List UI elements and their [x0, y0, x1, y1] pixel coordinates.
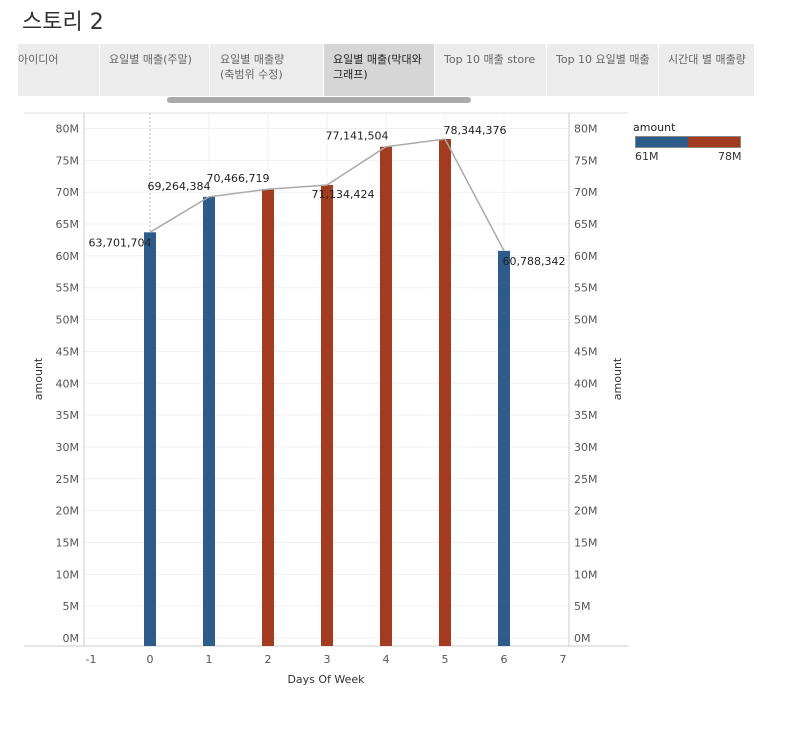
tab-hourly-sales[interactable]: 시간대 별 매출량: [668, 53, 746, 66]
y-tick-label-left: 20M: [56, 505, 80, 518]
y-tick-label-left: 10M: [56, 568, 80, 581]
y-tick-label-right: 70M: [574, 186, 598, 199]
data-label: 63,701,704: [89, 236, 152, 249]
x-axis-title: Days Of Week: [287, 673, 365, 686]
legend-high-swatch: [688, 137, 740, 147]
y-tick-label-right: 75M: [574, 154, 598, 167]
y-tick-label-right: 80M: [574, 123, 598, 136]
y-tick-label-left: 65M: [56, 218, 80, 231]
y-tick-label-right: 5M: [574, 600, 591, 613]
legend-title: amount: [633, 121, 676, 134]
y-tick-label-right: 20M: [574, 505, 598, 518]
y-tick-label-right: 50M: [574, 314, 598, 327]
y-tick-label-left: 55M: [56, 282, 80, 295]
y-tick-label-right: 40M: [574, 377, 598, 390]
tab-weekday-sales-bar-line[interactable]: 요일별 매출(막대와 그래프): [324, 44, 435, 96]
bar: [262, 189, 274, 646]
bar: [498, 250, 510, 646]
x-tick-label: 4: [383, 653, 390, 666]
y-axis-title-right: amount: [611, 357, 624, 400]
y-tick-label-left: 60M: [56, 250, 80, 263]
data-label: 71,134,424: [312, 188, 375, 201]
data-label: 70,466,719: [207, 172, 270, 185]
legend-low-swatch: [636, 137, 688, 147]
x-tick-label: 5: [442, 653, 449, 666]
y-tick-label-right: 35M: [574, 409, 598, 422]
bar: [203, 196, 215, 647]
data-label: 78,344,376: [444, 124, 507, 137]
y-tick-label-left: 80M: [56, 123, 80, 136]
y-tick-label-right: 65M: [574, 218, 598, 231]
y-tick-label-left: 45M: [56, 345, 80, 358]
bar: [144, 232, 156, 646]
y-tick-label-left: 25M: [56, 473, 80, 486]
x-tick-label: 7: [560, 653, 567, 666]
legend-color-ramp: [635, 136, 741, 148]
tab-top10-weekday[interactable]: Top 10 요일별 매출: [547, 44, 659, 96]
legend-min-label: 61M: [635, 150, 659, 163]
bars: [144, 139, 510, 647]
tab-idea[interactable]: 아이디어: [18, 44, 100, 96]
x-tick-label: 3: [324, 653, 331, 666]
x-tick-label: 0: [147, 653, 154, 666]
y-tick-label-right: 10M: [574, 568, 598, 581]
y-tick-label-right: 15M: [574, 536, 598, 549]
y-tick-label-right: 25M: [574, 473, 598, 486]
data-label: 69,264,384: [148, 180, 211, 193]
bar: [380, 146, 392, 646]
y-tick-label-right: 30M: [574, 441, 598, 454]
y-tick-label-right: 0M: [574, 632, 591, 645]
tab-weekday-sales-weekend[interactable]: 요일별 매출(주말): [100, 44, 210, 96]
tab-top10-store[interactable]: Top 10 매출 store: [435, 44, 547, 96]
trend-line: [149, 138, 505, 252]
y-tick-label-left: 40M: [56, 377, 80, 390]
y-axis-title-left: amount: [32, 357, 45, 400]
y-tick-label-right: 45M: [574, 345, 598, 358]
x-tick-label: 1: [206, 653, 213, 666]
y-tick-label-left: 70M: [56, 186, 80, 199]
story-title: 스토리 2: [22, 10, 104, 35]
y-tick-label-left: 0M: [63, 632, 80, 645]
y-tick-label-left: 15M: [56, 536, 80, 549]
y-tick-label-right: 60M: [574, 250, 598, 263]
y-tick-label-left: 35M: [56, 409, 80, 422]
bar: [321, 184, 333, 646]
x-tick-label: 2: [265, 653, 272, 666]
x-tick-label: 6: [501, 653, 508, 666]
x-tick-label: -1: [86, 653, 97, 666]
data-label: 60,788,342: [503, 255, 566, 268]
y-tick-label-left: 5M: [63, 600, 80, 613]
y-tick-label-right: 55M: [574, 282, 598, 295]
tab-weekday-sales-axis[interactable]: 요일별 매출량 (축범위 수정): [210, 44, 324, 96]
story-tab-bar: 아이디어 요일별 매출(주말) 요일별 매출량 (축범위 수정) 요일별 매출(…: [18, 44, 754, 96]
tab-scrollbar[interactable]: [167, 97, 471, 103]
y-tick-label-left: 50M: [56, 314, 80, 327]
legend-max-label: 78M: [718, 150, 742, 163]
y-tick-label-left: 75M: [56, 154, 80, 167]
y-tick-label-left: 30M: [56, 441, 80, 454]
bar: [439, 139, 451, 646]
data-label: 77,141,504: [326, 130, 389, 143]
